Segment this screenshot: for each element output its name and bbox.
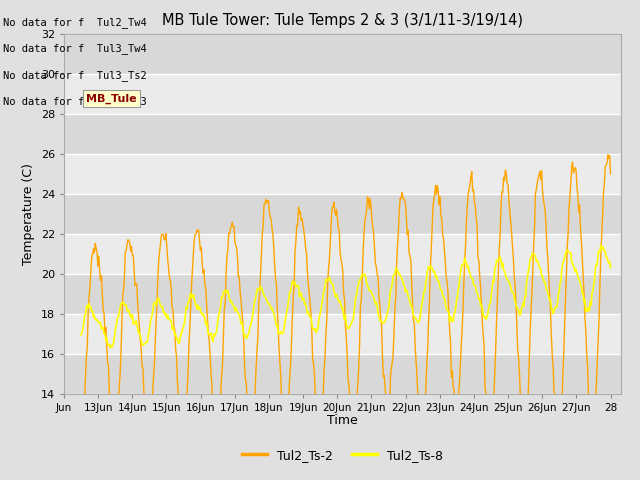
Bar	[64, 274, 621, 313]
Bar	[64, 114, 621, 154]
Legend: Tul2_Ts-2, Tul2_Ts-8: Tul2_Ts-2, Tul2_Ts-8	[237, 444, 448, 467]
Bar	[64, 34, 621, 73]
Bar	[64, 193, 621, 234]
Bar	[64, 354, 621, 394]
Text: No data for f  Tul3_Ts2: No data for f Tul3_Ts2	[3, 70, 147, 81]
Y-axis label: Temperature (C): Temperature (C)	[22, 163, 35, 264]
Text: No data for f  Tul2_Tw4: No data for f Tul2_Tw4	[3, 17, 147, 28]
X-axis label: Time: Time	[327, 414, 358, 427]
Text: MB_Tule: MB_Tule	[86, 94, 137, 104]
Text: No data for f  Tul3_Tw4: No data for f Tul3_Tw4	[3, 43, 147, 54]
Text: No data for f  Tul3_Ts3: No data for f Tul3_Ts3	[3, 96, 147, 107]
Title: MB Tule Tower: Tule Temps 2 & 3 (3/1/11-3/19/14): MB Tule Tower: Tule Temps 2 & 3 (3/1/11-…	[162, 13, 523, 28]
